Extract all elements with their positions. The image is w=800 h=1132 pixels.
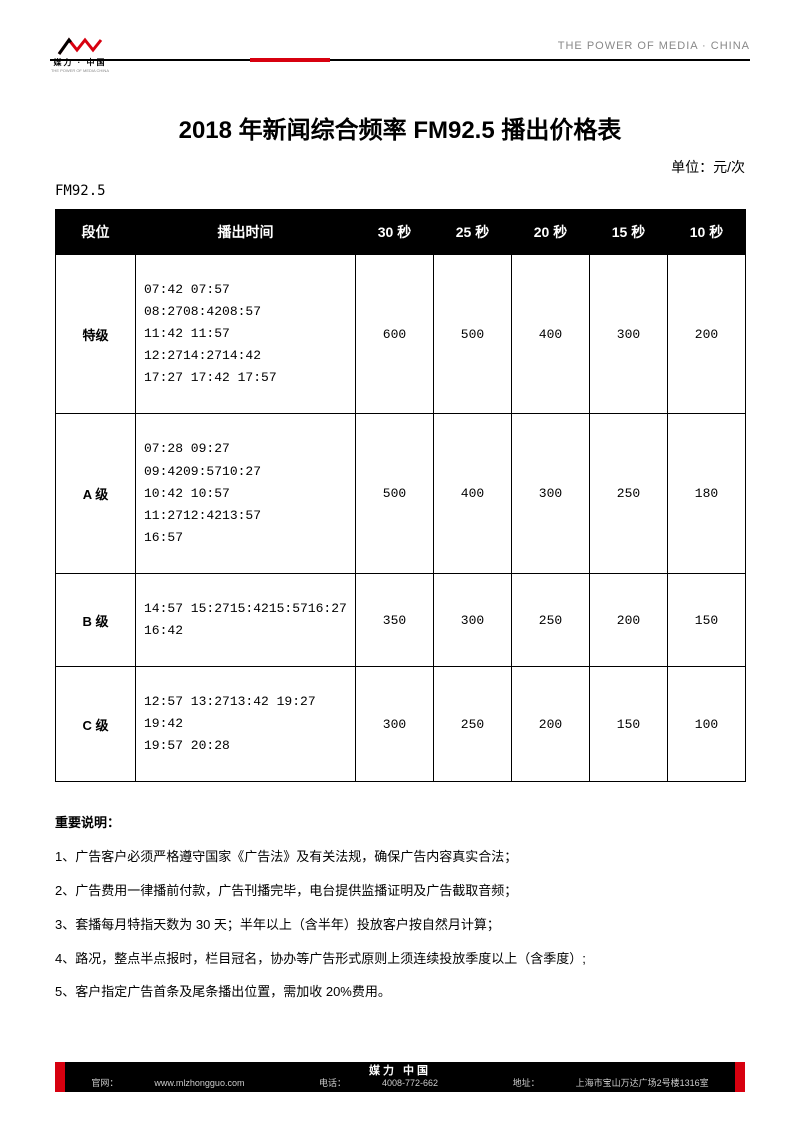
header-divider [50,58,750,62]
cell-30s: 500 [356,414,434,573]
col-time: 播出时间 [136,210,356,255]
cell-20s: 250 [512,573,590,666]
channel-label: FM92.5 [55,183,745,199]
footer-accent-left [55,1062,65,1092]
table-header-row: 段位 播出时间 30 秒 25 秒 20 秒 15 秒 10 秒 [56,210,746,255]
cell-30s: 350 [356,573,434,666]
col-level: 段位 [56,210,136,255]
cell-level: 特级 [56,255,136,414]
note-item: 4、路况，整点半点报时，栏目冠名，协办等广告形式原则上须连续投放季度以上（含季度… [55,942,745,976]
footer-addr: 上海市宝山万达广场2号楼1316室 [576,1078,709,1088]
table-row: A 级07:28 09:27 09:4209:5710:27 10:42 10:… [56,414,746,573]
logo-subtext: THE POWER OF MEDIA CHINA [50,68,110,73]
note-item: 1、广告客户必须严格遵守国家《广告法》及有关法规，确保广告内容真实合法； [55,840,745,874]
footer-site: www.mlzhongguo.com [154,1078,244,1088]
table-row: C 级12:57 13:2713:42 19:27 19:42 19:57 20… [56,667,746,782]
cell-level: B 级 [56,573,136,666]
cell-level: A 级 [56,414,136,573]
table-row: B 级14:57 15:2715:4215:5716:27 16:4235030… [56,573,746,666]
cell-20s: 400 [512,255,590,414]
cell-10s: 150 [668,573,746,666]
notes-section: 重要说明： 1、广告客户必须严格遵守国家《广告法》及有关法规，确保广告内容真实合… [55,806,745,1009]
cell-15s: 150 [590,667,668,782]
cell-time: 14:57 15:2715:4215:5716:27 16:42 [136,573,356,666]
col-10s: 10 秒 [668,210,746,255]
cell-15s: 300 [590,255,668,414]
cell-20s: 300 [512,414,590,573]
cell-20s: 200 [512,667,590,782]
col-15s: 15 秒 [590,210,668,255]
cell-15s: 250 [590,414,668,573]
cell-10s: 100 [668,667,746,782]
cell-25s: 250 [434,667,512,782]
footer-phone-label: 电话： [319,1078,346,1088]
cell-time: 12:57 13:2713:42 19:27 19:42 19:57 20:28 [136,667,356,782]
cell-time: 07:28 09:27 09:4209:5710:27 10:42 10:57 … [136,414,356,573]
footer-addr-label: 地址： [513,1078,540,1088]
logo: 媒力 · 中国 THE POWER OF MEDIA CHINA [50,36,110,73]
note-item: 3、套播每月特指天数为 30 天；半年以上（含半年）投放客户按自然月计算； [55,908,745,942]
col-20s: 20 秒 [512,210,590,255]
table-row: 特级07:42 07:57 08:2708:4208:57 11:42 11:5… [56,255,746,414]
logo-mark-icon [57,36,103,56]
footer-accent-right [735,1062,745,1092]
cell-level: C 级 [56,667,136,782]
note-item: 5、客户指定广告首条及尾条播出位置，需加收 20%费用。 [55,975,745,1009]
footer-info: 官网： www.mlzhongguo.com 电话： 4008-772-662 地址… [55,1078,744,1090]
cell-10s: 180 [668,414,746,573]
cell-15s: 200 [590,573,668,666]
header-tagline: THE POWER OF MEDIA · CHINA [558,40,750,52]
footer-brand: 媒力 中国 [55,1064,744,1078]
cell-30s: 300 [356,667,434,782]
col-25s: 25 秒 [434,210,512,255]
cell-30s: 600 [356,255,434,414]
page-title: 2018 年新闻综合频率 FM92.5 播出价格表 [55,110,745,145]
col-30s: 30 秒 [356,210,434,255]
cell-25s: 400 [434,414,512,573]
cell-10s: 200 [668,255,746,414]
cell-25s: 300 [434,573,512,666]
unit-label: 单位：元/次 [55,157,745,177]
footer-site-label: 官网： [91,1078,118,1088]
note-item: 2、广告费用一律播前付款，广告刊播完毕，电台提供监播证明及广告截取音频； [55,874,745,908]
notes-title: 重要说明： [55,806,745,840]
price-table: 段位 播出时间 30 秒 25 秒 20 秒 15 秒 10 秒 特级07:42… [55,209,746,782]
footer-phone: 4008-772-662 [382,1078,438,1088]
page-footer: 媒力 中国 官网： www.mlzhongguo.com 电话： 4008-772-… [55,1062,745,1092]
page-content: 2018 年新闻综合频率 FM92.5 播出价格表 单位：元/次 FM92.5 … [0,60,800,1009]
cell-25s: 500 [434,255,512,414]
cell-time: 07:42 07:57 08:2708:4208:57 11:42 11:57 … [136,255,356,414]
page-header: 媒力 · 中国 THE POWER OF MEDIA CHINA THE POW… [0,0,800,60]
